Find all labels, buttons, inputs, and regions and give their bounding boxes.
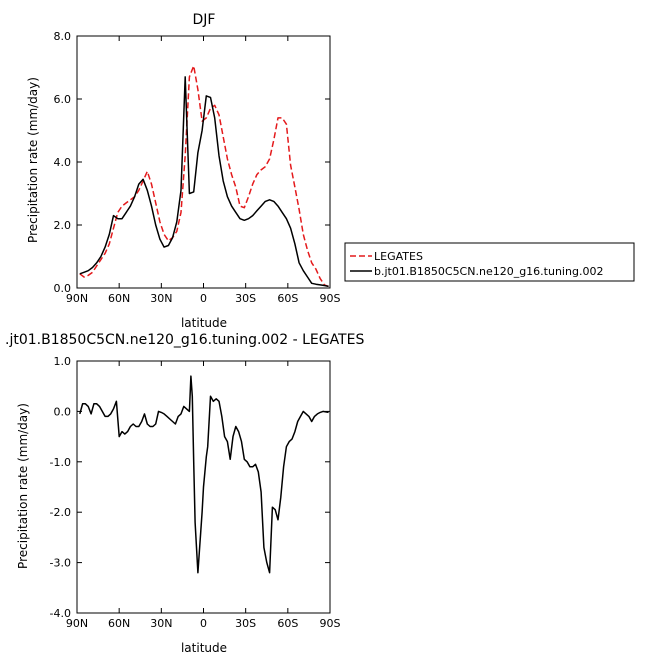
legend-label-legates: LEGATES bbox=[374, 250, 423, 263]
top-x-tick-label: 90S bbox=[320, 292, 341, 305]
top-x-tick-label: 30N bbox=[150, 292, 172, 305]
bottom-y-tick-label: -2.0 bbox=[50, 506, 71, 519]
top-y-tick-label: 2.0 bbox=[54, 219, 72, 232]
bottom-series-line-0 bbox=[79, 375, 329, 574]
top-x-tick-label: 60S bbox=[277, 292, 298, 305]
top-x-tick-label: 30S bbox=[235, 292, 256, 305]
top-plot-area: 90N 60N 30N 0 30S 60S 90S 0.0 2.0 4.0 6.0 8.0 bbox=[54, 30, 341, 305]
bottom-y-tick-label: -3.0 bbox=[50, 557, 71, 570]
bottom-x-tick-label: 90N bbox=[66, 617, 88, 630]
top-series-line-0 bbox=[79, 65, 329, 288]
top-y-tick-label: 4.0 bbox=[54, 156, 72, 169]
bottom-y-tick-label: -1.0 bbox=[50, 456, 71, 469]
bottom-panel: .jt01.B1850C5CN.ne120_g16.tuning.002 - L… bbox=[5, 332, 364, 655]
legend-label-model: b.jt01.B1850C5CN.ne120_g16.tuning.002 bbox=[374, 265, 603, 278]
top-x-tick-label: 90N bbox=[66, 292, 88, 305]
top-chart-title: DJF bbox=[193, 12, 216, 28]
legend-box bbox=[344, 242, 635, 282]
bottom-chart-title: .jt01.B1850C5CN.ne120_g16.tuning.002 - L… bbox=[5, 332, 364, 348]
bottom-x-tick-label: 60S bbox=[277, 617, 298, 630]
top-panel: DJF Precipitation rate (mm/day) latitude… bbox=[26, 12, 341, 330]
bottom-x-tick-label: 0 bbox=[200, 617, 207, 630]
top-series-line-1 bbox=[79, 76, 329, 288]
bottom-y-tick-label: -4.0 bbox=[50, 607, 71, 620]
bottom-y-tick-label: 1.0 bbox=[54, 355, 72, 368]
bottom-x-axis-label: latitude bbox=[181, 641, 227, 655]
bottom-y-tick-label: 0.0 bbox=[54, 405, 72, 418]
top-x-tick-label: 60N bbox=[108, 292, 130, 305]
bottom-plot-area: 90N 60N 30N 0 30S 60S 90S -4.0 -3.0 -2.0 -1.0 0.0 1.… bbox=[50, 355, 341, 630]
top-x-axis-label: latitude bbox=[181, 316, 227, 330]
top-y-tick-label: 6.0 bbox=[54, 93, 72, 106]
top-x-tick-label: 0 bbox=[200, 292, 207, 305]
bottom-x-tick-label: 90S bbox=[320, 617, 341, 630]
top-y-tick-label: 0.0 bbox=[54, 282, 72, 295]
top-plot-frame bbox=[76, 35, 331, 289]
legend: LEGATES b.jt01.B1850C5CN.ne120_g16.tunin… bbox=[344, 242, 635, 282]
top-y-tick-label: 8.0 bbox=[54, 30, 72, 43]
bottom-x-tick-label: 60N bbox=[108, 617, 130, 630]
bottom-y-axis-label: Precipitation rate (mm/day) bbox=[16, 403, 30, 569]
top-y-axis-label: Precipitation rate (mm/day) bbox=[26, 77, 40, 243]
bottom-x-tick-label: 30S bbox=[235, 617, 256, 630]
bottom-x-tick-label: 30N bbox=[150, 617, 172, 630]
